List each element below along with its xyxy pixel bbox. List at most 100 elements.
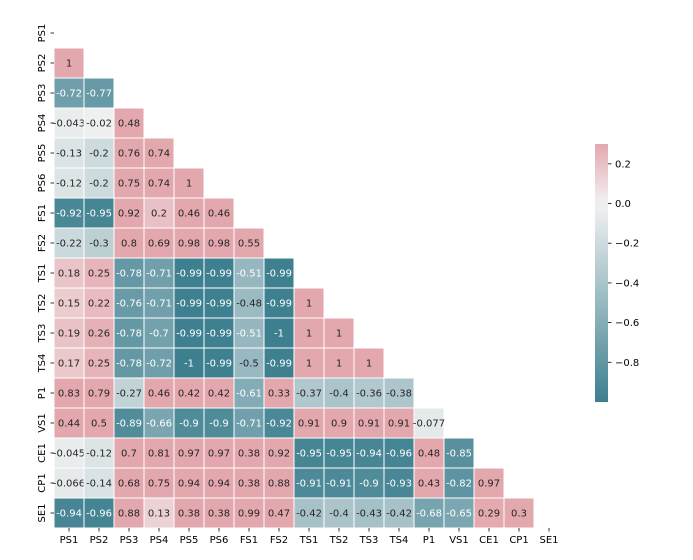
- cell-value-label: 0.97: [208, 449, 230, 460]
- y-tick-label: TS4: [37, 354, 48, 374]
- cell-value-label: -0.95: [296, 449, 322, 460]
- heatmap-cell: [143, 137, 175, 169]
- colorbar-gradient: [595, 144, 608, 402]
- heatmap-cell: [233, 497, 265, 529]
- cell-value-label: 0.9: [331, 419, 347, 430]
- heatmap-cell: [203, 437, 235, 469]
- cell-value-label: -0.68: [416, 509, 442, 520]
- heatmap-cell: [203, 377, 235, 409]
- cell-value-label: 1: [306, 299, 312, 310]
- cell-value-label: -0.94: [56, 509, 82, 520]
- cell-value-label: 0.76: [118, 149, 140, 160]
- cell-value-label: -0.9: [359, 479, 379, 490]
- heatmap-cell: [413, 437, 445, 469]
- cell-value-label: -0.4: [329, 389, 349, 400]
- cell-value-label: 0.97: [178, 449, 200, 460]
- cell-value-label: 0.83: [58, 389, 80, 400]
- heatmap-cell: [233, 467, 265, 499]
- heatmap-cell: [113, 257, 145, 289]
- y-tick-label: CP1: [37, 473, 48, 492]
- cell-value-label: -0.43: [356, 509, 382, 520]
- cell-value-label: -0.7: [149, 329, 169, 340]
- cell-value-label: 0.75: [118, 179, 140, 190]
- heatmap-cell: [383, 377, 415, 409]
- cell-value-label: 0.38: [178, 509, 200, 520]
- cell-value-label: 0.91: [358, 419, 380, 430]
- cell-value-label: -0.85: [446, 449, 472, 460]
- cell-value-label: 1: [306, 359, 312, 370]
- heatmap-cell: [293, 377, 325, 409]
- cell-value-label: -0.36: [356, 389, 382, 400]
- colorbar: 0.2 0.0 −0.2 −0.4 −0.6 −0.8: [595, 144, 639, 402]
- cell-value-label: 0.47: [268, 509, 290, 520]
- cell-value-label: 0.42: [178, 389, 200, 400]
- cell-value-label: 0.46: [208, 209, 230, 220]
- x-tick-label: CE1: [479, 535, 499, 546]
- cell-value-label: -0.51: [236, 329, 262, 340]
- cell-value-label: 0.22: [88, 299, 110, 310]
- cell-value-label: 0.29: [478, 509, 500, 520]
- cell-value-label: -0.78: [116, 359, 142, 370]
- cell-value-label: -0.99: [266, 299, 292, 310]
- heatmap-cell: [233, 377, 265, 409]
- colorbar-tick-label: −0.4: [615, 278, 639, 289]
- colorbar-tick-label: −0.2: [615, 239, 639, 250]
- cell-value-label: -0.12: [56, 179, 82, 190]
- heatmap-cell: [203, 317, 235, 349]
- cell-value-label: -0.2: [89, 179, 109, 190]
- colorbar-tick-label: −0.6: [615, 318, 639, 329]
- x-tick-label: CP1: [509, 535, 528, 546]
- y-tick-label: FS2: [37, 234, 48, 252]
- cell-value-label: -0.99: [176, 269, 202, 280]
- x-axis: PS1 PS2 PS3 PS4 PS5 PS6 FS1 FS2 TS1 TS2 TS3 TS4 P1 VS…: [60, 528, 559, 546]
- cell-value-label: -0.72: [56, 89, 82, 100]
- cell-value-label: 0.15: [58, 299, 80, 310]
- cell-value-label: 0.94: [178, 479, 200, 490]
- cell-value-label: 0.91: [298, 419, 320, 430]
- cell-value-label: -0.043: [53, 119, 85, 130]
- heatmap-cell: [203, 227, 235, 259]
- heatmap-cell: [293, 347, 325, 379]
- cell-value-label: 0.19: [58, 329, 80, 340]
- heatmap-cell: [293, 287, 325, 319]
- cell-value-label: 0.88: [268, 479, 290, 490]
- heatmap-cell: [353, 437, 385, 469]
- heatmap-cell: [53, 257, 85, 289]
- heatmap-cell: [53, 497, 85, 529]
- heatmap-cell: [113, 407, 145, 439]
- x-tick-label: PS5: [180, 535, 199, 546]
- heatmap-cell: [53, 377, 85, 409]
- heatmap-cell: [263, 257, 295, 289]
- heatmap-cell: [353, 407, 385, 439]
- heatmap-cell: [143, 437, 175, 469]
- cell-value-label: -0.066: [53, 479, 85, 490]
- cell-value-label: -0.99: [206, 359, 232, 370]
- heatmap-cell: [173, 467, 205, 499]
- y-tick-label: TS1: [37, 264, 48, 284]
- cell-value-label: 1: [66, 59, 72, 70]
- x-tick-label: PS4: [150, 535, 169, 546]
- heatmap-cell: [113, 107, 145, 139]
- cell-value-label: 0.75: [148, 479, 170, 490]
- heatmap-cell: [383, 437, 415, 469]
- heatmap-cell: [263, 497, 295, 529]
- heatmap-cell: [443, 497, 475, 529]
- y-tick-label: CE1: [37, 443, 48, 463]
- cell-value-label: 0.48: [118, 119, 140, 130]
- cell-value-label: 0.2: [151, 209, 167, 220]
- y-tick-label: PS6: [37, 174, 48, 193]
- heatmap-cell: [233, 407, 265, 439]
- cell-value-label: 0.79: [88, 389, 110, 400]
- y-tick-label: FS1: [37, 204, 48, 222]
- cell-value-label: -0.96: [386, 449, 412, 460]
- cell-value-label: -0.99: [206, 329, 232, 340]
- cell-value-label: -1: [184, 359, 194, 370]
- heatmap-cell: [203, 497, 235, 529]
- y-tick-label: VS1: [37, 413, 48, 433]
- cell-value-label: 0.38: [238, 449, 260, 460]
- heatmap-cell: [53, 317, 85, 349]
- x-tick-label: VS1: [449, 535, 469, 546]
- cell-value-label: 0.38: [238, 479, 260, 490]
- heatmap-cell: [113, 317, 145, 349]
- cell-value-label: 0.13: [148, 509, 170, 520]
